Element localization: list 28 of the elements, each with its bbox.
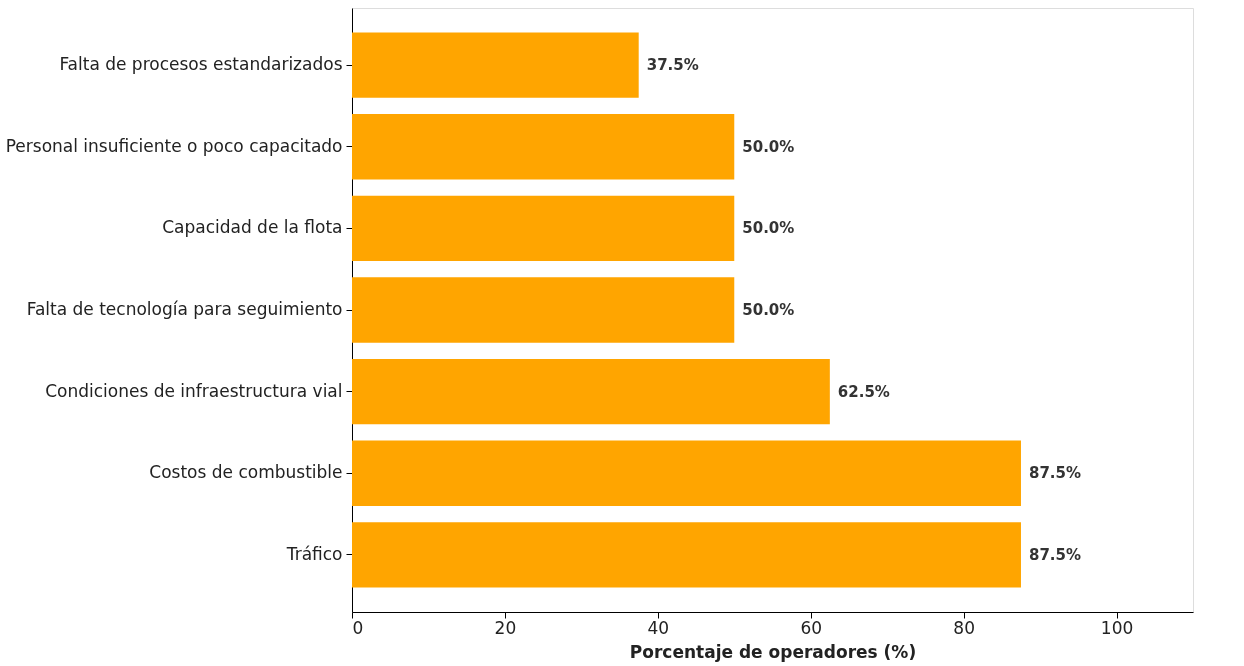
x-tick-label: 100 [1100,617,1134,638]
bar [352,440,1021,506]
y-tick-label: Costos de combustible [149,462,343,483]
bar [352,114,735,180]
x-tick-label: 40 [647,617,670,638]
y-tick-label: Personal insuficiente o poco capacitado [5,135,343,156]
data-label: 37.5% [646,56,699,75]
data-label: 62.5% [837,382,890,401]
data-label: 87.5% [1028,545,1082,564]
bar [352,277,735,343]
x-axis-title: Porcentaje de operadores (%) [629,641,917,662]
data-label: 50.0% [742,137,795,156]
data-label: 50.0% [742,301,795,319]
y-tick-label: Capacidad de la flota [162,217,343,238]
x-tick-label: 80 [953,617,975,638]
bar [352,358,830,425]
x-tick-label: 0 [352,617,364,638]
data-label: 87.5% [1028,464,1082,483]
bar [352,32,639,98]
bar [352,195,735,262]
bar [352,522,1021,588]
y-tick-label: Tráfico [285,543,343,564]
x-tick-label: 20 [494,617,517,638]
y-tick-label: Falta de tecnología para seguimiento [26,299,343,319]
y-tick-label: Condiciones de infraestructura vial [45,380,343,401]
x-tick-label: 60 [800,617,823,638]
y-tick-label: Falta de procesos estandarizados [59,54,343,75]
data-label: 50.0% [742,219,795,238]
